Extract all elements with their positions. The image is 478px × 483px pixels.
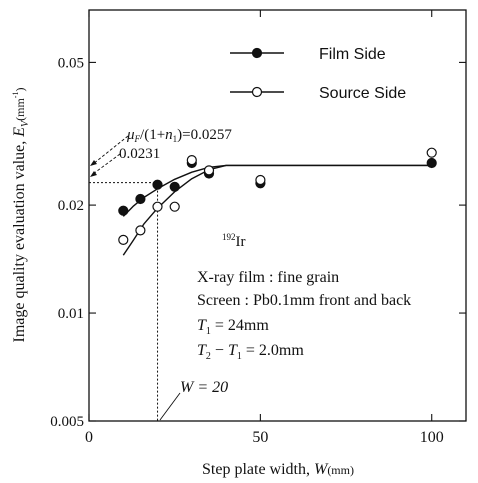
annotation-t2: T2 − T1 = 2.0mm	[197, 342, 304, 362]
annotation-arrows	[90, 135, 181, 421]
x-tick-label: 50	[252, 429, 268, 446]
annotation-screen: Screen : Pb0.1mm front and back	[197, 292, 411, 309]
data-point-film-side	[135, 193, 146, 205]
x-axis-ticks: 0 50 100	[85, 10, 444, 446]
legend-film-marker	[251, 47, 263, 59]
legend-source-marker	[251, 86, 263, 98]
data-point-film-side	[152, 179, 163, 190]
arrow-0231-head	[90, 171, 97, 177]
legend-film-label: Film Side	[319, 46, 386, 63]
arrow-mu-head	[90, 160, 97, 166]
y-tick-label: 0.02	[58, 198, 84, 214]
y-tick-label: 0.05	[58, 55, 84, 71]
data-point-film-side	[169, 181, 180, 192]
data-point-source-side	[426, 147, 437, 158]
data-point-source-side	[255, 174, 266, 186]
fit-curve-film-side	[122, 164, 432, 217]
arrow-w20-leader	[159, 392, 181, 421]
data-point-film-side	[118, 205, 129, 216]
annotation-0231: 0.0231	[119, 146, 160, 162]
x-tick-label: 100	[420, 429, 444, 446]
data-point-source-side	[135, 225, 146, 236]
y-axis-ticks: 0.005 0.01 0.02 0.05	[50, 55, 466, 430]
legend: Film Side Source Side	[230, 46, 406, 102]
annotation-w20: W = 20	[180, 379, 228, 396]
y-axis-label: Image quality evaluation value,EV(mm-1)	[11, 88, 31, 343]
plot-frame	[88, 9, 467, 422]
x-tick-label: 0	[85, 429, 93, 446]
x-axis-label: Step plate width, W(mm)	[202, 461, 354, 478]
arrow-0231-leader	[92, 153, 121, 175]
data-point-film-side	[426, 157, 437, 169]
y-tick-label: 0.01	[58, 306, 84, 322]
annotation-t1: T1 = 24mm	[197, 317, 269, 337]
data-points	[118, 147, 437, 245]
data-point-source-side	[169, 201, 180, 212]
fit-curve-source-side	[122, 164, 432, 256]
data-point-source-side	[186, 155, 197, 166]
legend-source-label: Source Side	[319, 85, 406, 102]
data-point-source-side	[118, 234, 129, 245]
data-point-source-side	[152, 201, 163, 212]
annotation-isotope: 192Ir	[222, 232, 246, 250]
y-tick-label: 0.005	[50, 414, 84, 430]
fit-curves	[122, 164, 432, 256]
annotation-film: X-ray film : fine grain	[197, 269, 339, 286]
annotation-mu-formula: μF/(1+n1)=0.0257	[126, 127, 232, 144]
reference-lines	[89, 182, 159, 421]
arrow-mu-leader	[92, 135, 129, 165]
data-point-source-side	[203, 165, 215, 176]
